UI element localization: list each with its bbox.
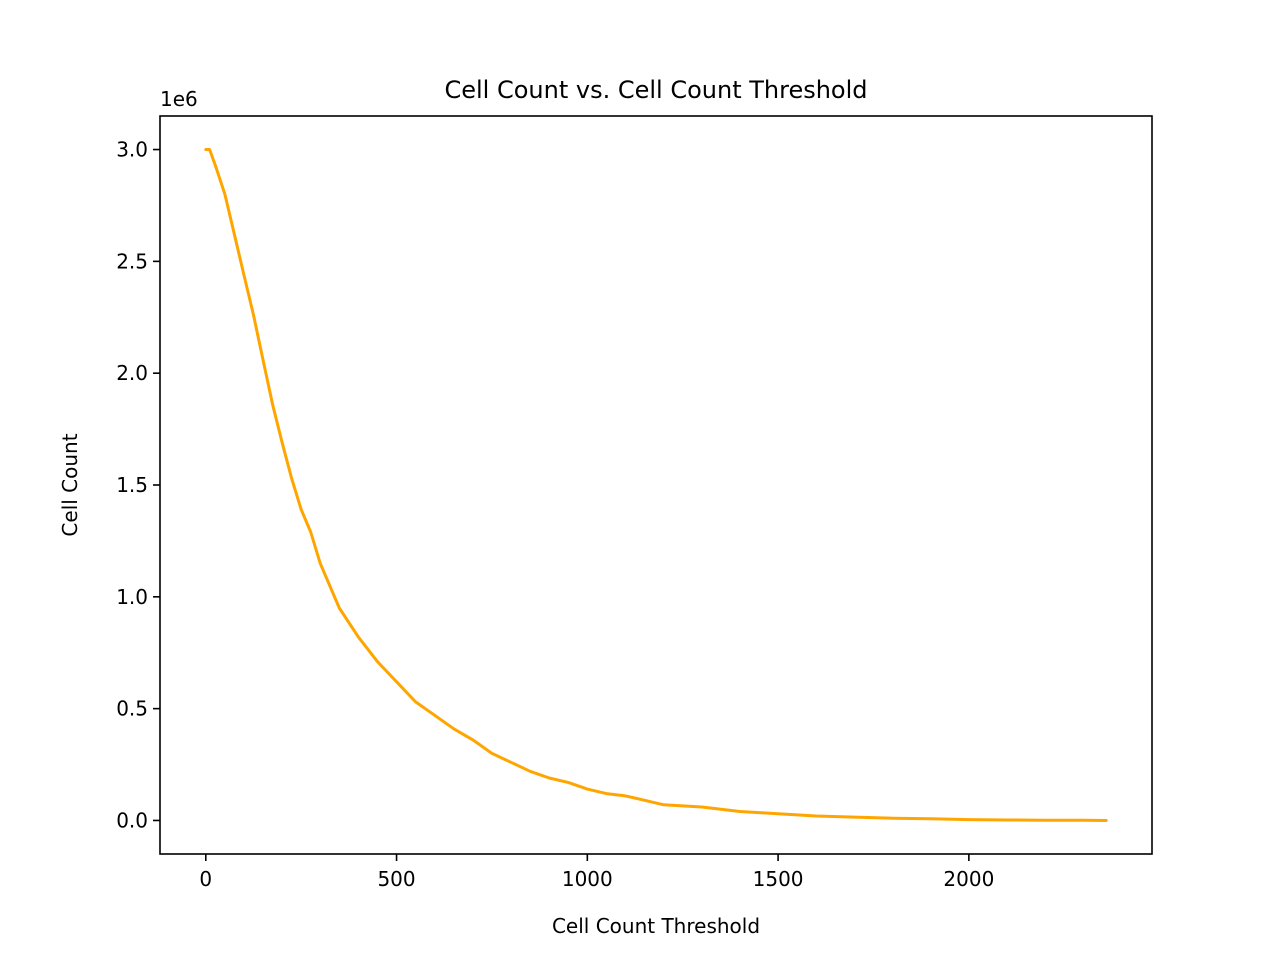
x-tick-label: 500 <box>377 867 415 891</box>
y-tick-label: 3.0 <box>116 138 148 162</box>
x-axis-label: Cell Count Threshold <box>552 914 760 938</box>
y-tick-label: 1.0 <box>116 585 148 609</box>
y-axis-ticks: 0.0 0.5 1.0 1.5 2.0 2.5 3.0 <box>116 138 160 832</box>
series-line <box>204 148 1108 822</box>
y-tick-label: 2.0 <box>116 361 148 385</box>
plot-area-frame <box>159 115 1153 855</box>
chart-title: Cell Count vs. Cell Count Threshold <box>444 76 867 104</box>
x-tick-label: 1000 <box>562 867 613 891</box>
y-tick-label: 1.5 <box>116 473 148 497</box>
series-layer <box>204 148 1108 822</box>
x-tick-label: 1500 <box>753 867 804 891</box>
x-tick-label: 0 <box>199 867 212 891</box>
y-offset-label: 1e6 <box>160 87 198 111</box>
y-tick-label: 0.5 <box>116 697 148 721</box>
x-axis-ticks: 0 500 1000 1500 2000 <box>199 854 994 891</box>
y-axis-label: Cell Count <box>58 433 82 536</box>
y-tick-label: 0.0 <box>116 808 148 832</box>
x-tick-label: 2000 <box>943 867 994 891</box>
y-tick-label: 2.5 <box>116 249 148 273</box>
